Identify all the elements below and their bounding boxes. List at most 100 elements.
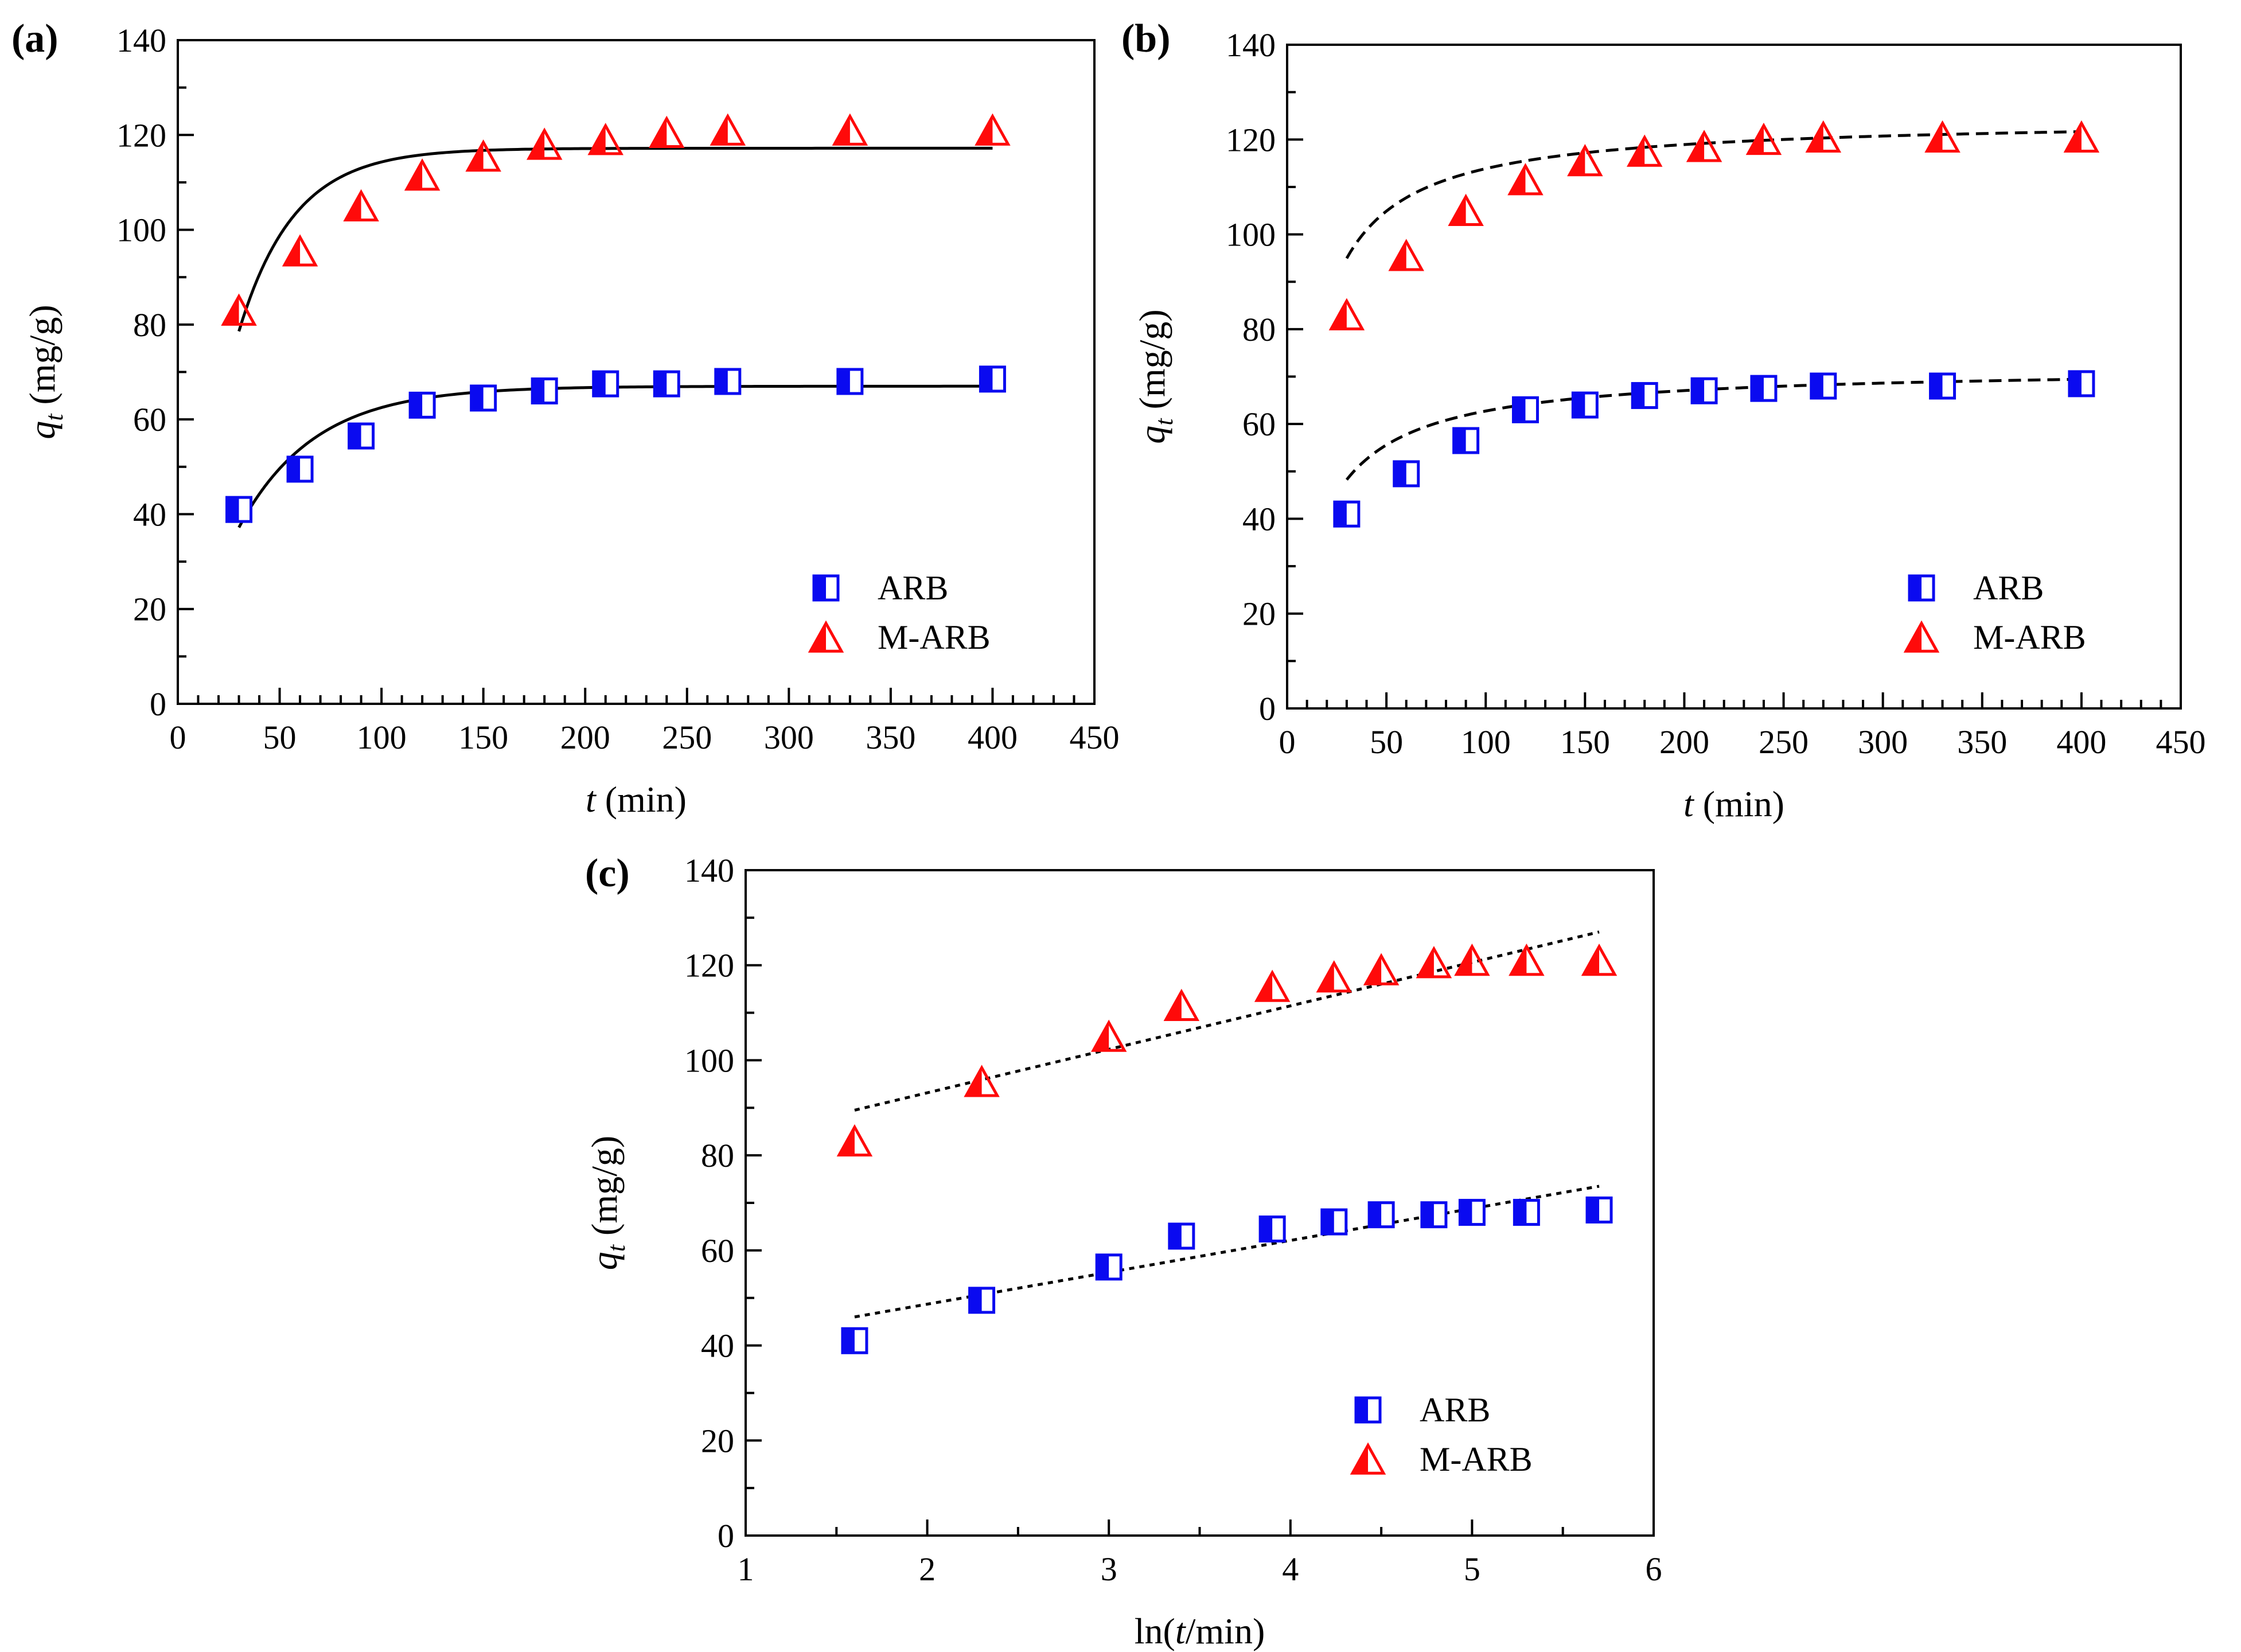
panel-label: (a) (11, 17, 59, 61)
chart-panel-b: 0 50 100 150 200 250 300 350 400 450 0 20 40 60 80 100 1… (1121, 17, 2206, 824)
data-point-arb (1690, 377, 1718, 404)
legend-label-arb: ARB (1420, 1391, 1490, 1429)
data-point-arb (1367, 1201, 1395, 1229)
data-point-m-arb (1567, 144, 1603, 177)
data-point-m-arb (836, 1124, 873, 1157)
data-point-m-arb (1254, 969, 1291, 1002)
y-tick-label: 140 (116, 22, 166, 59)
y-tick-label: 20 (1242, 595, 1276, 633)
data-point-arb (1452, 427, 1480, 454)
data-point-m-arb (1686, 130, 1722, 162)
data-point-arb (1585, 1196, 1613, 1224)
y-tick-label: 120 (684, 947, 734, 984)
data-point-arb (1750, 375, 1778, 402)
y-axis-label: qt (mg/g) (22, 305, 68, 439)
data-point-arb (286, 455, 314, 483)
x-tick-label: 100 (357, 719, 407, 756)
legend: ARB M-ARB (808, 569, 991, 656)
data-point-arb (1393, 460, 1420, 488)
y-tick-label: 20 (701, 1422, 734, 1459)
x-tick-label: 6 (1646, 1550, 1662, 1588)
x-tick-label: 350 (1957, 723, 2007, 761)
data-point-m-arb (526, 127, 563, 160)
data-point-m-arb (1626, 134, 1663, 167)
data-point-arb (1513, 1199, 1540, 1226)
x-tick-label: 0 (1279, 723, 1296, 761)
x-tick-label: 300 (764, 719, 814, 756)
data-point-arb (225, 496, 253, 523)
y-tick-label: 40 (133, 496, 166, 533)
data-point-arb (841, 1327, 868, 1354)
data-point-m-arb (1507, 163, 1544, 196)
y-tick-label: 100 (1226, 216, 1276, 254)
y-tick-label: 40 (1242, 500, 1276, 537)
y-tick-label: 20 (133, 591, 166, 628)
data-point-m-arb (343, 189, 379, 222)
data-point-m-arb (1581, 943, 1618, 976)
x-tick-label: 150 (1560, 723, 1610, 761)
data-point-m-arb (975, 113, 1011, 146)
legend: ARB M-ARB (1903, 569, 2086, 656)
x-tick-label: 250 (662, 719, 712, 756)
legend-label-arb: ARB (878, 569, 948, 607)
legend-label-m-arb: M-ARB (1420, 1440, 1533, 1478)
data-point-m-arb (964, 1065, 1000, 1097)
data-point-arb (1631, 382, 1658, 410)
panel-label: (b) (1121, 17, 1171, 61)
data-point-m-arb (1454, 943, 1490, 976)
data-point-m-arb (1509, 943, 1545, 976)
data-point-m-arb (1924, 120, 1961, 153)
x-tick-label: 150 (458, 719, 508, 756)
x-tick-label: 50 (263, 719, 297, 756)
x-tick-label: 100 (1461, 723, 1511, 761)
x-axis-label: t (min) (1683, 784, 1784, 824)
x-tick-label: 300 (1858, 723, 1908, 761)
data-point-m-arb (1388, 239, 1424, 271)
data-point-arb (836, 368, 864, 395)
y-tick-label: 120 (1226, 121, 1276, 158)
data-point-arb (1258, 1215, 1286, 1243)
data-point-m-arb (1805, 120, 1842, 153)
legend-marker-arb (812, 574, 840, 602)
y-tick-label: 0 (1259, 690, 1276, 727)
data-point-arb (2068, 370, 2095, 398)
data-point-arb (1320, 1208, 1348, 1236)
data-point-arb (714, 368, 742, 395)
data-point-m-arb (1328, 298, 1365, 330)
x-tick-label: 450 (1070, 719, 1120, 756)
legend-label-m-arb: M-ARB (878, 618, 991, 656)
y-tick-label: 80 (1242, 311, 1276, 348)
y-tick-label: 60 (701, 1232, 734, 1269)
data-point-arb (1929, 372, 1957, 400)
data-point-m-arb (1448, 193, 1484, 227)
data-point-m-arb (1163, 988, 1200, 1021)
data-point-m-arb (1316, 960, 1353, 993)
series-arb (225, 365, 1006, 523)
panel-label: (c) (585, 851, 630, 895)
data-point-arb (470, 384, 497, 412)
plot-frame (1286, 44, 2182, 710)
data-point-arb (1571, 391, 1599, 419)
x-tick-label: 0 (170, 719, 186, 756)
data-point-arb (1810, 372, 1837, 400)
data-point-arb (1458, 1199, 1486, 1226)
series-arb (841, 1196, 1613, 1354)
y-tick-label: 140 (1226, 26, 1276, 64)
x-tick-label: 350 (866, 719, 915, 756)
data-point-arb (1420, 1201, 1448, 1229)
data-point-m-arb (1363, 953, 1400, 985)
plot-frame (177, 39, 1096, 705)
data-point-m-arb (710, 113, 746, 146)
data-point-m-arb (832, 113, 868, 146)
data-point-arb (531, 377, 558, 405)
data-point-arb (1333, 500, 1361, 528)
x-tick-label: 200 (1659, 723, 1709, 761)
y-tick-label: 40 (701, 1327, 734, 1365)
data-point-arb (592, 370, 619, 398)
legend-marker-m-arb (808, 620, 844, 653)
y-tick-label: 0 (718, 1517, 734, 1554)
x-tick-label: 5 (1464, 1550, 1480, 1588)
y-axis-label: qt (mg/g) (584, 1136, 630, 1270)
